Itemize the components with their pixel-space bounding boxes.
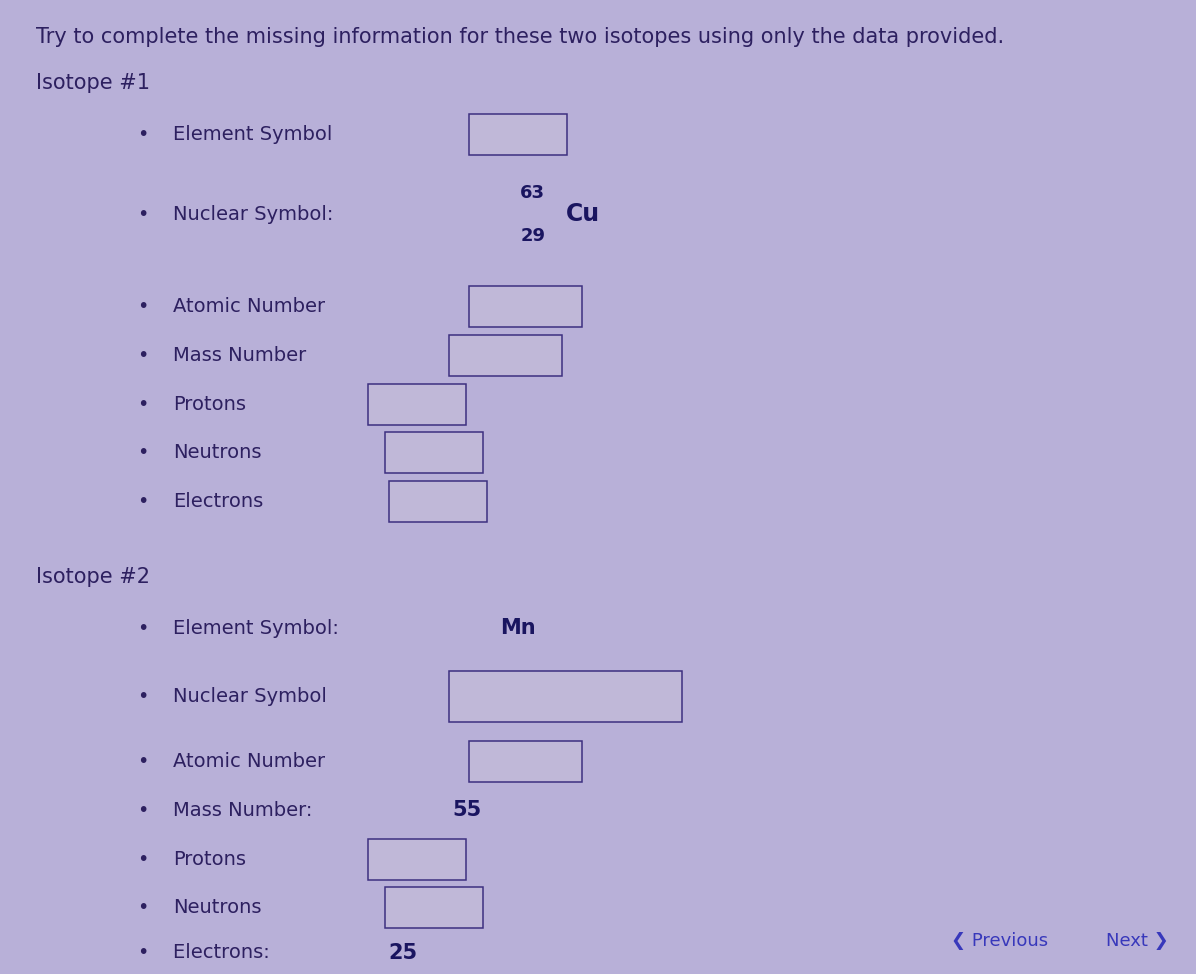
- Text: Neutrons: Neutrons: [173, 898, 262, 918]
- Text: Mass Number: Mass Number: [173, 346, 306, 365]
- Text: •: •: [138, 205, 150, 224]
- Text: 29: 29: [520, 227, 545, 244]
- FancyBboxPatch shape: [368, 384, 466, 425]
- FancyBboxPatch shape: [469, 286, 582, 327]
- Text: •: •: [138, 297, 150, 317]
- FancyBboxPatch shape: [385, 432, 483, 473]
- Text: •: •: [138, 801, 150, 820]
- Text: Atomic Number: Atomic Number: [173, 752, 325, 771]
- Text: •: •: [138, 492, 150, 511]
- Text: •: •: [138, 849, 150, 869]
- Text: Neutrons: Neutrons: [173, 443, 262, 463]
- Text: Electrons:: Electrons:: [173, 943, 276, 962]
- Text: Mn: Mn: [500, 618, 536, 638]
- Text: 55: 55: [452, 801, 481, 820]
- Text: 25: 25: [389, 943, 417, 962]
- Text: Nuclear Symbol:: Nuclear Symbol:: [173, 205, 334, 224]
- Text: •: •: [138, 752, 150, 771]
- Text: Electrons: Electrons: [173, 492, 263, 511]
- Text: Mass Number:: Mass Number:: [173, 801, 319, 820]
- FancyBboxPatch shape: [368, 839, 466, 880]
- Text: Next ❯: Next ❯: [1106, 932, 1168, 950]
- Text: Try to complete the missing information for these two isotopes using only the da: Try to complete the missing information …: [36, 27, 1003, 48]
- Text: Protons: Protons: [173, 849, 246, 869]
- FancyBboxPatch shape: [448, 671, 682, 722]
- Text: •: •: [138, 943, 150, 962]
- Text: Nuclear Symbol: Nuclear Symbol: [173, 687, 328, 706]
- FancyBboxPatch shape: [448, 335, 562, 376]
- FancyBboxPatch shape: [385, 887, 483, 928]
- Text: •: •: [138, 394, 150, 414]
- Text: ❮ Previous: ❮ Previous: [951, 932, 1048, 950]
- Text: •: •: [138, 618, 150, 638]
- Text: Atomic Number: Atomic Number: [173, 297, 325, 317]
- FancyBboxPatch shape: [469, 741, 582, 782]
- Text: •: •: [138, 125, 150, 144]
- Text: Isotope #2: Isotope #2: [36, 567, 150, 587]
- Text: 63: 63: [520, 184, 545, 202]
- FancyBboxPatch shape: [389, 481, 487, 522]
- Text: Element Symbol: Element Symbol: [173, 125, 332, 144]
- Text: •: •: [138, 443, 150, 463]
- Text: •: •: [138, 898, 150, 918]
- FancyBboxPatch shape: [469, 114, 567, 155]
- Text: Element Symbol:: Element Symbol:: [173, 618, 346, 638]
- Text: Cu: Cu: [566, 203, 600, 226]
- Text: Isotope #1: Isotope #1: [36, 73, 150, 94]
- Text: •: •: [138, 687, 150, 706]
- Text: Protons: Protons: [173, 394, 246, 414]
- Text: •: •: [138, 346, 150, 365]
